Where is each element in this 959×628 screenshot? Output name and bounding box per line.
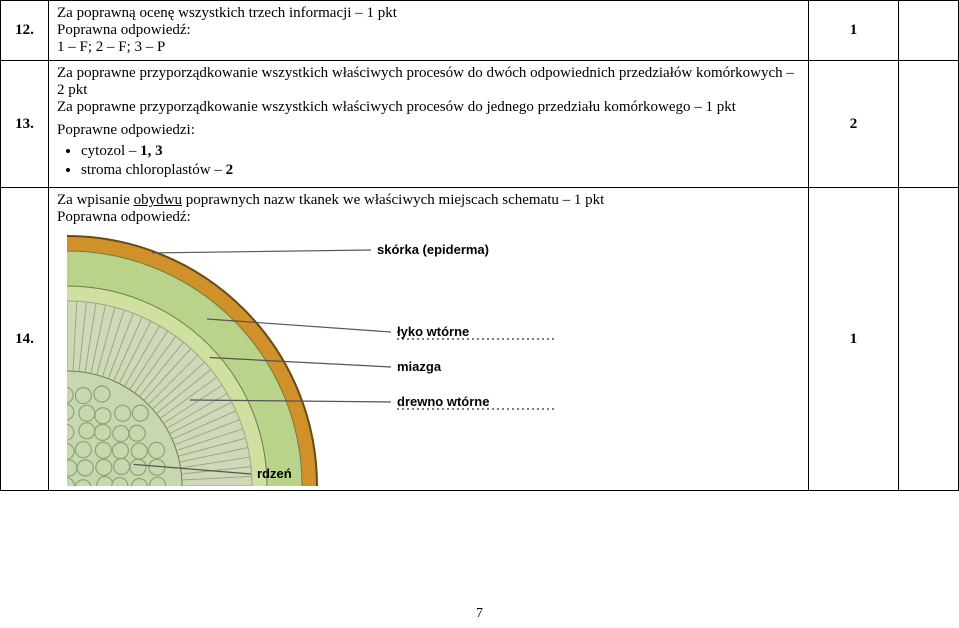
label-epidermis: skórka (epiderma) bbox=[377, 242, 489, 257]
text-line: 1 – F; 2 – F; 3 – P bbox=[57, 39, 800, 56]
label-cambium: miazga bbox=[397, 359, 442, 374]
row-blank bbox=[899, 188, 959, 491]
row-score: 1 bbox=[809, 1, 899, 61]
text-line: Poprawna odpowiedź: bbox=[57, 22, 800, 39]
row-number: 13. bbox=[1, 61, 49, 188]
page-number: 7 bbox=[0, 606, 959, 622]
row-score: 1 bbox=[809, 188, 899, 491]
text-line: Za poprawną ocenę wszystkich trzech info… bbox=[57, 5, 800, 22]
label-phloem: łyko wtórne bbox=[397, 324, 469, 339]
stem-svg: skórka (epiderma) łyko wtórne miazga drewno… bbox=[57, 226, 677, 486]
stem-cross-section-diagram: skórka (epiderma) łyko wtórne miazga drewno… bbox=[57, 226, 800, 486]
bullet-bold: 2 bbox=[226, 162, 234, 178]
row-blank bbox=[899, 1, 959, 61]
row-content: Za wpisanie obydwu poprawnych nazw tkane… bbox=[49, 188, 809, 491]
text-line: Za poprawne przyporządkowanie wszystkich… bbox=[57, 65, 800, 99]
table-row: 14. Za wpisanie obydwu poprawnych nazw t… bbox=[1, 188, 959, 491]
label-xylem: drewno wtórne bbox=[397, 394, 489, 409]
row-number: 12. bbox=[1, 1, 49, 61]
row-number: 14. bbox=[1, 188, 49, 491]
bullet-text: cytozol – bbox=[81, 143, 140, 159]
bullet-text: stroma chloroplastów – bbox=[81, 162, 226, 178]
table-row: 12. Za poprawną ocenę wszystkich trzech … bbox=[1, 1, 959, 61]
bullet-bold: 1, 3 bbox=[140, 143, 163, 159]
text-line: Za wpisanie obydwu poprawnych nazw tkane… bbox=[57, 192, 800, 209]
list-item: stroma chloroplastów – 2 bbox=[81, 162, 800, 179]
text-line: Poprawne odpowiedzi: bbox=[57, 122, 800, 139]
text-line: Poprawna odpowiedź: bbox=[57, 209, 800, 226]
row-blank bbox=[899, 61, 959, 188]
text-line: Za poprawne przyporządkowanie wszystkich… bbox=[57, 99, 800, 116]
table-row: 13. Za poprawne przyporządkowanie wszyst… bbox=[1, 61, 959, 188]
label-pith: rdzeń bbox=[257, 466, 292, 481]
row-score: 2 bbox=[809, 61, 899, 188]
bullet-list: cytozol – 1, 3 stroma chloroplastów – 2 bbox=[81, 143, 800, 179]
row-content: Za poprawne przyporządkowanie wszystkich… bbox=[49, 61, 809, 188]
list-item: cytozol – 1, 3 bbox=[81, 143, 800, 160]
answer-key-table: 12. Za poprawną ocenę wszystkich trzech … bbox=[0, 0, 959, 491]
row-content: Za poprawną ocenę wszystkich trzech info… bbox=[49, 1, 809, 61]
